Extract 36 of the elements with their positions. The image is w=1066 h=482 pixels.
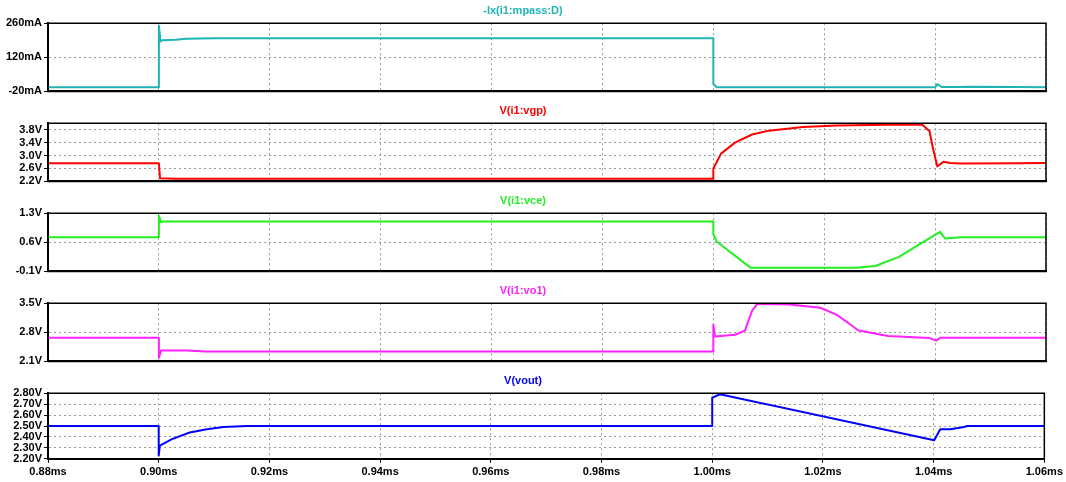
y-tick-label: 2.80V xyxy=(13,386,43,399)
chart-title: V(i1:vce) xyxy=(500,193,547,206)
chart-title: -Ix(i1:mpass:D) xyxy=(483,3,564,16)
y-tick-label: 3.5V xyxy=(19,296,43,309)
y-tick-label: 0.6V xyxy=(19,235,43,248)
x-tick-label: 0.92ms xyxy=(250,465,289,478)
x-tick-label: 1.04ms xyxy=(914,465,953,478)
y-tick-label: 2.1V xyxy=(19,354,43,367)
y-tick-label: 120mA xyxy=(5,50,43,63)
y-tick-label: 3.8V xyxy=(19,122,43,135)
y-tick-label: 3.0V xyxy=(19,148,43,161)
y-tick-label: 2.40V xyxy=(13,429,43,442)
x-tick-label: 0.94ms xyxy=(361,465,399,478)
y-tick-label: 2.50V xyxy=(13,419,43,432)
y-tick-label: 2.20V xyxy=(13,451,43,464)
y-tick-label: 2.2V xyxy=(19,174,43,187)
y-tick-label: 1.3V xyxy=(19,206,43,219)
x-tick-label: 1.06ms xyxy=(1025,465,1063,478)
x-tick-label: 0.90ms xyxy=(140,465,178,478)
y-tick-label: -0.1V xyxy=(15,264,43,277)
x-tick-label: 1.00ms xyxy=(693,465,731,478)
x-tick-label: 1.02ms xyxy=(804,465,842,478)
x-tick-label: 0.98ms xyxy=(582,465,621,478)
x-tick-label: 0.88ms xyxy=(29,465,67,478)
y-tick-label: 2.70V xyxy=(13,397,43,410)
chart-title: V(i1:vo1) xyxy=(499,283,547,296)
y-tick-label: 2.30V xyxy=(13,440,43,453)
y-tick-label: 2.6V xyxy=(19,161,43,174)
y-tick-label: 260mA xyxy=(5,16,43,29)
y-tick-label: 2.60V xyxy=(13,408,43,421)
y-tick-label: -20mA xyxy=(8,84,43,97)
chart-title: V(i1:vgp) xyxy=(499,103,547,116)
chart-title: V(vout) xyxy=(504,373,543,386)
x-tick-label: 0.96ms xyxy=(472,465,510,478)
y-tick-label: 3.4V xyxy=(19,135,43,148)
y-tick-label: 2.8V xyxy=(19,325,43,338)
